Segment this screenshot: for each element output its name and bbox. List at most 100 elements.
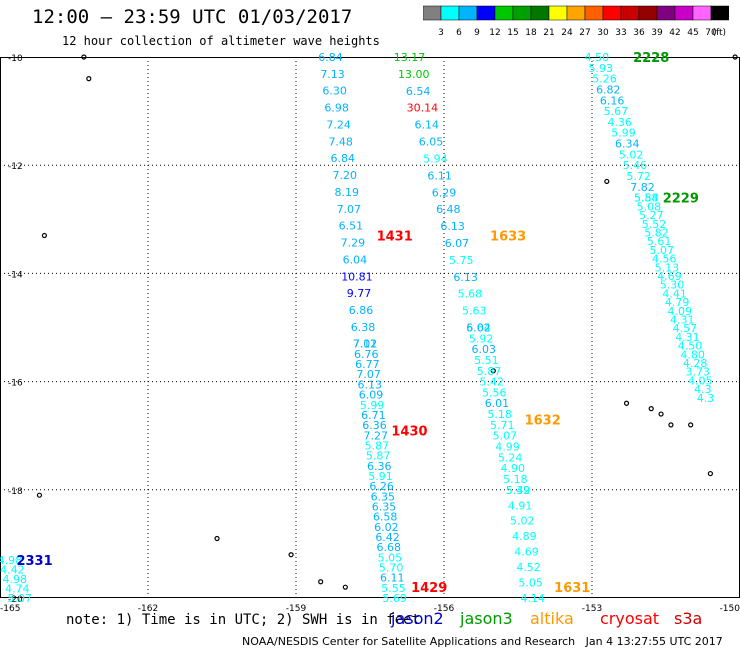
wave-height-point: 6.34 (615, 138, 640, 151)
wave-height-point: 6.51 (339, 220, 364, 233)
wave-height-point: 5.08 (637, 200, 662, 213)
timestamp: Jan 4 13:27:55 UTC 2017 (585, 635, 723, 648)
island-outline (318, 579, 324, 585)
pass-number-label: 1633 (490, 230, 526, 245)
wave-height-point: 5.84 (634, 192, 659, 205)
credit-line: NOAA/NESDIS Center for Satellite Applica… (242, 635, 723, 648)
colorbar-label: 18 (525, 28, 537, 38)
wave-height-point: 30.14 (407, 102, 439, 115)
colorbar-label: 70 (705, 28, 717, 38)
colorbar: 3 6 9 12 15 18 21 24 27 30 33 36 39 42 45 70(ft) (423, 5, 729, 38)
wave-height-point: 5.49 (506, 484, 531, 497)
wave-height-point: 4.98 (3, 573, 28, 586)
pass-number-label: 1632 (525, 413, 561, 428)
wave-height-point: 4.50 (678, 340, 703, 353)
wave-height-point: 6.76 (354, 348, 379, 361)
wave-height-point: 4.50 (585, 51, 610, 64)
wave-height-point: 6.98 (324, 102, 349, 115)
wave-height-point: 5.02 (510, 515, 535, 528)
wave-height-point: 13.00 (398, 68, 430, 81)
wave-height-point: 7.13 (320, 68, 345, 81)
wave-height-point: 4.74 (5, 583, 30, 596)
wave-height-point: 6.35 (372, 500, 397, 513)
wave-height-point: 4.57 (673, 322, 698, 335)
wave-height-point: 6.77 (355, 358, 380, 371)
wave-height-point: 7.82 (630, 181, 655, 194)
x-tick-label: -156 (434, 604, 455, 614)
wave-height-point: 5.87 (477, 365, 502, 378)
island-outline (41, 232, 48, 239)
island-outline (288, 552, 294, 558)
colorbar-label: 21 (543, 28, 554, 38)
x-tick-label: -153 (582, 604, 602, 614)
wave-height-point: 5.87 (365, 439, 390, 452)
colorbar-label: 9 (474, 28, 480, 38)
wave-height-point: 5.26 (592, 73, 617, 86)
wave-height-point: 4.98 (0, 554, 22, 567)
wave-height-point: 5.46 (623, 159, 648, 172)
wave-height-point: 4.52 (516, 561, 541, 574)
footnote: note: 1) Time is in UTC; 2) SWH is in fe… (66, 612, 421, 628)
wave-height-point: 6.07 (445, 237, 470, 250)
x-tick-label: -165 (0, 604, 20, 614)
colorbar-label: 27 (579, 28, 590, 38)
wave-height-point: 6.03 (472, 343, 497, 356)
x-tick-label: -162 (138, 604, 158, 614)
wave-height-point: 4.3 (694, 383, 712, 396)
island-outline (604, 178, 610, 185)
y-tick-label: -10 (8, 54, 23, 64)
pass-number-label: 2229 (663, 192, 699, 207)
island-outline (86, 76, 92, 82)
wave-height-point: 6.86 (349, 304, 374, 317)
colorbar-label: 12 (489, 28, 500, 38)
wave-height-point: 4.41 (662, 287, 687, 300)
colorbar-label: 24 (561, 28, 573, 38)
wave-height-point: 4.36 (607, 116, 632, 129)
wave-height-point: 6.36 (367, 460, 392, 473)
wave-height-point: 5.55 (381, 582, 406, 595)
colorbar-label: 36 (633, 28, 645, 38)
wave-height-point: 5.05 (378, 551, 403, 564)
wave-height-point: 5.07 (7, 592, 32, 605)
wave-height-point: 6.84 (318, 51, 343, 64)
island-outline (36, 492, 43, 498)
wave-height-point: 5.32 (506, 484, 531, 497)
colorbar-swatch (710, 5, 729, 21)
island-outline (81, 54, 87, 60)
wave-height-point: 4.31 (675, 331, 700, 344)
wave-height-point: 5.64 (466, 322, 491, 335)
colorbar-label: 6 (456, 28, 462, 38)
island-outline (707, 470, 714, 477)
pass-number-label: 2331 (16, 554, 52, 569)
colorbar-label: 33 (615, 28, 626, 38)
wave-height-point: 5.18 (503, 473, 528, 486)
credit-text: NOAA/NESDIS Center for Satellite Applica… (242, 635, 576, 648)
wave-height-point: 4.3 (697, 392, 715, 405)
wave-height-point: 6.14 (414, 119, 439, 132)
wave-height-point: 5.61 (647, 235, 672, 248)
wave-height-point: 6.11 (380, 572, 405, 585)
island-outline (658, 411, 664, 417)
y-tick-label: -12 (8, 162, 23, 172)
wave-height-point: 6.02 (466, 322, 491, 335)
wave-height-point: 5.52 (642, 218, 667, 231)
wave-height-point: 6.42 (375, 531, 400, 544)
page-title: 12:00 – 23:59 UTC 01/03/2017 (32, 6, 353, 28)
wave-height-point: 5.58 (634, 192, 659, 205)
island-outline (648, 406, 654, 412)
wave-height-point: 5.69 (382, 592, 407, 605)
y-tick-label: -18 (8, 487, 23, 497)
wave-height-point: 6.38 (351, 321, 376, 334)
wave-height-point: 5.68 (458, 288, 483, 301)
wave-height-point: 5.72 (626, 170, 651, 183)
wave-height-point: 7.11 (353, 338, 378, 351)
wave-height-point: 4.28 (683, 357, 708, 370)
island-outline (490, 368, 496, 374)
wave-height-point: 6.04 (343, 253, 368, 266)
wave-height-point: 5.27 (639, 209, 664, 222)
colorbar-label: 3 (438, 28, 444, 38)
pass-number-label: 2228 (633, 51, 669, 66)
wave-height-point: 7.20 (333, 169, 358, 182)
wave-height-point: 7.02 (353, 338, 378, 351)
